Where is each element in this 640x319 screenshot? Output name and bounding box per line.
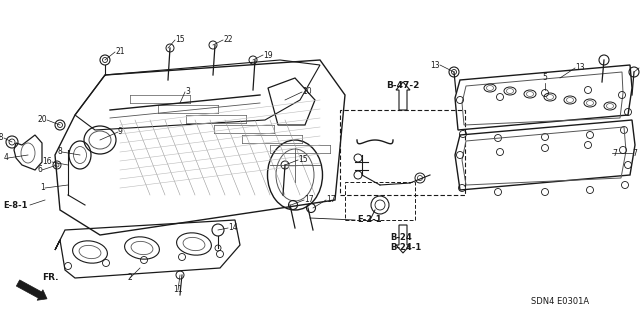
Text: E-8-1: E-8-1 [3, 201, 28, 210]
Text: 14: 14 [228, 224, 237, 233]
Text: 15: 15 [175, 35, 184, 44]
Text: 19: 19 [263, 50, 273, 60]
Text: 9: 9 [118, 128, 123, 137]
Text: 11: 11 [173, 286, 183, 294]
Text: 17: 17 [304, 196, 314, 204]
Text: 17: 17 [326, 196, 335, 204]
Text: 20: 20 [37, 115, 47, 124]
Text: SDN4 E0301A: SDN4 E0301A [531, 298, 589, 307]
Text: 4: 4 [3, 153, 8, 162]
Text: 21: 21 [115, 48, 125, 56]
Text: B-24-1: B-24-1 [390, 243, 421, 253]
FancyArrow shape [396, 82, 410, 110]
Text: 22: 22 [223, 35, 232, 44]
Text: 2: 2 [127, 273, 132, 283]
Text: 13: 13 [575, 63, 584, 72]
FancyArrow shape [396, 225, 410, 253]
Text: B-24: B-24 [390, 234, 412, 242]
Text: 18: 18 [0, 133, 4, 143]
Text: 13: 13 [430, 61, 440, 70]
Text: 16: 16 [42, 158, 52, 167]
Text: 8: 8 [57, 147, 62, 157]
Text: 10: 10 [302, 87, 312, 97]
Text: FR.: FR. [42, 273, 58, 283]
Text: 12: 12 [639, 63, 640, 72]
Text: 1: 1 [40, 183, 45, 192]
Text: 7: 7 [612, 149, 617, 158]
Text: B-47-2: B-47-2 [387, 80, 420, 90]
Text: 7: 7 [632, 149, 637, 158]
Text: E-2-1: E-2-1 [357, 216, 381, 225]
Text: 6: 6 [37, 166, 42, 174]
Text: 15: 15 [298, 155, 308, 165]
Text: 5: 5 [543, 73, 547, 83]
FancyArrow shape [17, 280, 47, 300]
Text: 3: 3 [185, 87, 190, 97]
